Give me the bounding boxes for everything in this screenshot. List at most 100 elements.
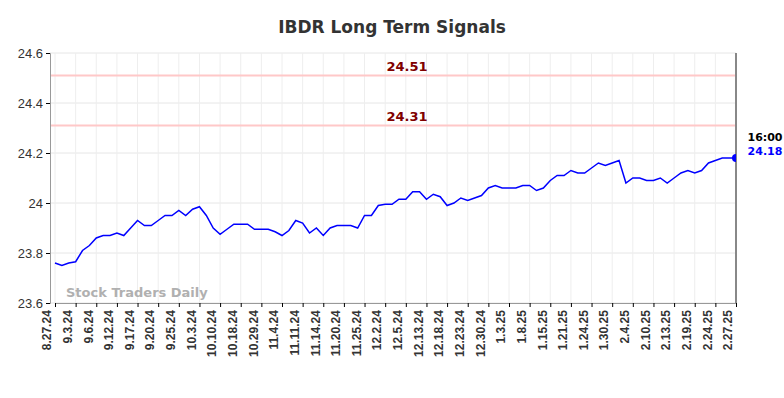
x-tick-label: 9.17.24 <box>123 310 137 350</box>
x-tick-mark <box>241 303 242 307</box>
x-tick-label: 12.30.24 <box>474 310 488 357</box>
x-tick-mark <box>158 303 159 307</box>
x-tick: 2.27.25 <box>721 303 736 350</box>
y-tick: 23.8 <box>18 246 50 261</box>
grid-line <box>467 53 468 303</box>
x-tick: 10.10.24 <box>205 303 220 357</box>
x-tick-mark <box>468 303 469 307</box>
plot <box>55 154 736 266</box>
grid-line <box>55 53 56 303</box>
x-tick-label: 2.13.25 <box>659 310 673 350</box>
x-tick: 2.4.25 <box>618 303 633 344</box>
grid-line <box>488 53 489 303</box>
grid-line <box>426 53 427 303</box>
x-tick: 2.19.25 <box>680 303 695 350</box>
x-tick-label: 1.24.25 <box>577 310 591 350</box>
grid-line <box>137 53 138 303</box>
x-tick: 12.5.24 <box>391 303 406 350</box>
x-tick: 9.20.24 <box>143 303 158 350</box>
x-tick-label: 10.10.24 <box>205 310 219 357</box>
x-tick: 10.18.24 <box>226 303 241 357</box>
y-tick-mark <box>46 153 50 154</box>
grid-line <box>75 53 76 303</box>
y-tick-label: 24.6 <box>18 46 43 61</box>
x-tick-mark <box>138 303 139 307</box>
x-tick: 11.25.24 <box>350 303 365 356</box>
x-tick-mark <box>303 303 304 307</box>
x-tick-mark <box>179 303 180 307</box>
x-tick-mark <box>653 303 654 307</box>
x-tick-label: 12.5.24 <box>391 310 405 350</box>
x-tick: 11.4.24 <box>267 303 282 350</box>
x-tick: 12.2.24 <box>370 303 385 350</box>
x-tick-label: 8.27.24 <box>40 310 54 350</box>
grid-line <box>199 53 200 303</box>
x-tick-mark <box>117 303 118 307</box>
grid-line <box>694 53 695 303</box>
x-tick-mark <box>736 303 737 307</box>
grid-line <box>509 53 510 303</box>
x-tick: 12.18.24 <box>432 303 447 357</box>
grid-line <box>550 53 551 303</box>
x-tick: 10.3.24 <box>185 303 200 350</box>
grid-line <box>653 53 654 303</box>
grid-line <box>282 53 283 303</box>
x-tick-mark <box>571 303 572 307</box>
y-tick-label: 24 <box>29 196 43 211</box>
x-tick-label: 1.8.25 <box>515 310 529 344</box>
x-tick-label: 12.23.24 <box>453 310 467 357</box>
x-tick: 1.24.25 <box>577 303 592 350</box>
grid-line <box>323 53 324 303</box>
x-tick-label: 9.6.24 <box>82 310 96 344</box>
x-tick-mark <box>612 303 613 307</box>
grid <box>50 53 736 303</box>
grid-line <box>240 53 241 303</box>
x-tick-label: 1.30.25 <box>597 310 611 350</box>
x-tick-mark <box>550 303 551 307</box>
y-tick-label: 24.2 <box>18 146 43 161</box>
y-tick: 24.6 <box>18 46 50 61</box>
x-tick-label: 11.4.24 <box>267 310 281 350</box>
x-tick: 2.24.25 <box>701 303 716 350</box>
x-tick: 1.30.25 <box>597 303 612 350</box>
x-tick: 12.23.24 <box>453 303 468 357</box>
y-tick-label: 23.8 <box>18 246 43 261</box>
x-tick-mark <box>530 303 531 307</box>
x-tick-label: 9.25.24 <box>164 310 178 350</box>
grid-line <box>261 53 262 303</box>
grid-line <box>116 53 117 303</box>
x-tick: 9.3.24 <box>61 303 76 344</box>
x-tick: 1.15.25 <box>536 303 551 350</box>
y-tick: 23.6 <box>18 296 50 311</box>
grid-line <box>178 53 179 303</box>
y-tick-mark <box>46 53 50 54</box>
grid-line <box>612 53 613 303</box>
signal-line <box>50 75 736 77</box>
x-tick-mark <box>282 303 283 307</box>
x-tick-label: 2.24.25 <box>701 310 715 350</box>
last-value-label: 24.18 <box>748 145 783 158</box>
y-tick-label: 24.4 <box>18 96 43 111</box>
x-tick: 9.25.24 <box>164 303 179 350</box>
grid-line <box>447 53 448 303</box>
y-tick-mark <box>46 203 50 204</box>
x-tick-mark <box>55 303 56 307</box>
x-tick-mark <box>674 303 675 307</box>
grid-line <box>158 53 159 303</box>
x-tick: 2.10.25 <box>639 303 654 350</box>
grid-line <box>220 53 221 303</box>
y-tick-mark <box>46 103 50 104</box>
x-tick: 1.3.25 <box>494 303 509 344</box>
y-tick-label: 23.6 <box>18 296 43 311</box>
x-tick-mark <box>592 303 593 307</box>
end-line <box>735 53 737 303</box>
x-tick-mark <box>199 303 200 307</box>
x-tick-label: 11.14.24 <box>309 310 323 356</box>
x-tick-label: 12.13.24 <box>412 310 426 357</box>
grid-line <box>529 53 530 303</box>
x-tick-label: 2.10.25 <box>639 310 653 350</box>
x-tick-label: 11.20.24 <box>329 310 343 356</box>
y-tick-mark <box>46 303 50 304</box>
grid-line <box>405 53 406 303</box>
signal-line <box>50 125 736 127</box>
